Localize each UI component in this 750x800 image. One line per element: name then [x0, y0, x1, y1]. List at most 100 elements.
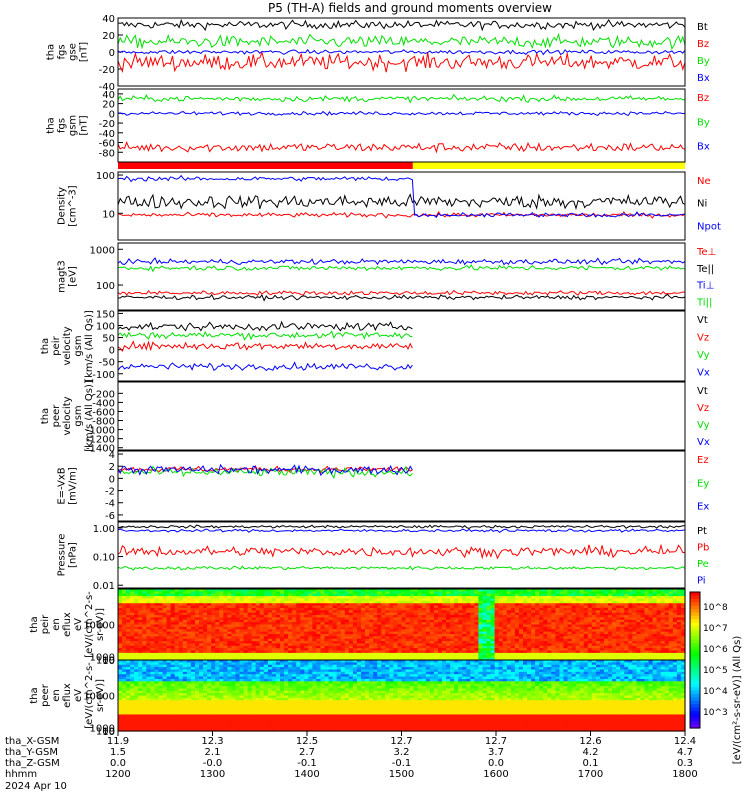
- heatmap-cell: [531, 605, 536, 609]
- heatmap-cell: [381, 622, 386, 626]
- heatmap-cell: [194, 612, 200, 616]
- heatmap-cell: [194, 593, 200, 597]
- heatmap-cell: [660, 652, 666, 656]
- heatmap-cell: [389, 619, 394, 623]
- heatmap-cell: [296, 633, 301, 637]
- heatmap-cell: [166, 723, 172, 727]
- heatmap-cell: [263, 622, 269, 626]
- heatmap-cell: [186, 662, 192, 666]
- heatmap-cell: [194, 629, 200, 633]
- heatmap-cell: [142, 650, 147, 654]
- heatmap-cell: [170, 629, 176, 633]
- heatmap-cell: [300, 645, 305, 649]
- heatmap-cell: [454, 591, 459, 595]
- heatmap-cell: [571, 607, 577, 611]
- heatmap-cell: [162, 664, 168, 668]
- heatmap-cell: [527, 600, 532, 604]
- heatmap-cell: [154, 624, 160, 628]
- heatmap-cell: [126, 589, 131, 592]
- heatmap-cell: [130, 728, 135, 732]
- heatmap-cell: [628, 589, 633, 592]
- heatmap-cell: [280, 605, 285, 609]
- heatmap-cell: [397, 641, 403, 645]
- heatmap-cell: [498, 643, 504, 647]
- heatmap-cell: [620, 633, 625, 637]
- heatmap-cell: [247, 593, 253, 597]
- heatmap-cell: [547, 596, 552, 600]
- heatmap-cell: [527, 657, 532, 661]
- heatmap-cell: [559, 638, 565, 642]
- heatmap-cell: [243, 603, 249, 607]
- heatmap-cell: [563, 622, 569, 626]
- heatmap-cell: [356, 636, 362, 640]
- heatmap-cell: [320, 615, 326, 618]
- heatmap-cell: [381, 617, 386, 621]
- heatmap-cell: [535, 589, 540, 592]
- heatmap-cell: [142, 607, 147, 611]
- heatmap-cell: [470, 631, 475, 635]
- heatmap-cell: [498, 615, 504, 618]
- heatmap-cell: [126, 695, 131, 699]
- heatmap-cell: [442, 615, 447, 618]
- heatmap-cell: [239, 631, 245, 635]
- heatmap-cell: [219, 605, 224, 609]
- heatmap-cell: [178, 690, 184, 694]
- heatmap-cell: [170, 638, 176, 642]
- heatmap-cell: [174, 619, 180, 623]
- heatmap-cell: [304, 598, 309, 602]
- heatmap-cell: [154, 714, 160, 718]
- heatmap-cell: [178, 638, 184, 642]
- heatmap-cell: [263, 598, 269, 602]
- heatmap-cell: [563, 615, 569, 618]
- heatmap-cell: [559, 633, 565, 637]
- heatmap-cell: [660, 607, 666, 611]
- heatmap-cell: [122, 721, 127, 725]
- heatmap-cell: [170, 607, 176, 611]
- heatmap-cell: [219, 643, 224, 647]
- heatmap-cell: [352, 598, 358, 602]
- heatmap-cell: [437, 603, 443, 607]
- heatmap-cell: [182, 645, 188, 649]
- heatmap-cell: [486, 596, 492, 600]
- heatmap-cell: [575, 610, 581, 614]
- heatmap-cell: [336, 655, 342, 659]
- heatmap-cell: [158, 681, 164, 685]
- y-axis-label: E=-VxB: [57, 467, 68, 504]
- heatmap-cell: [215, 631, 220, 635]
- heatmap-cell: [478, 610, 484, 614]
- heatmap-cell: [417, 652, 423, 656]
- heatmap-cell: [462, 633, 467, 637]
- heatmap-cell: [247, 650, 253, 654]
- heatmap-cell: [251, 655, 257, 659]
- heatmap-cell: [527, 589, 532, 592]
- heatmap-cell: [535, 610, 540, 614]
- heatmap-cell: [134, 695, 139, 699]
- heatmap-cell: [490, 605, 496, 609]
- heatmap-cell: [207, 650, 212, 654]
- heatmap-cell: [219, 638, 224, 642]
- heatmap-cell: [547, 617, 552, 621]
- heatmap-cell: [393, 593, 399, 597]
- heatmap-cell: [616, 598, 621, 602]
- heatmap-cell: [608, 629, 613, 633]
- heatmap-cell: [146, 660, 151, 663]
- heatmap-cell: [624, 612, 629, 616]
- heatmap-cell: [462, 626, 467, 630]
- heatmap-cell: [284, 589, 289, 592]
- heatmap-cell: [134, 674, 139, 678]
- y-tick-label: -40: [99, 129, 115, 140]
- heatmap-cell: [506, 612, 512, 616]
- heatmap-cell: [235, 593, 241, 597]
- heatmap-cell: [146, 598, 151, 602]
- heatmap-cell: [437, 643, 443, 647]
- heatmap-cell: [138, 657, 143, 661]
- heatmap-cell: [640, 629, 646, 633]
- heatmap-cell: [429, 638, 435, 642]
- heatmap-cell: [134, 657, 139, 661]
- heatmap-cell: [162, 626, 168, 630]
- heatmap-cell: [239, 607, 245, 611]
- heatmap-cell: [142, 676, 147, 680]
- heatmap-cell: [470, 657, 475, 661]
- heatmap-cell: [296, 638, 301, 642]
- heatmap-cell: [369, 617, 374, 621]
